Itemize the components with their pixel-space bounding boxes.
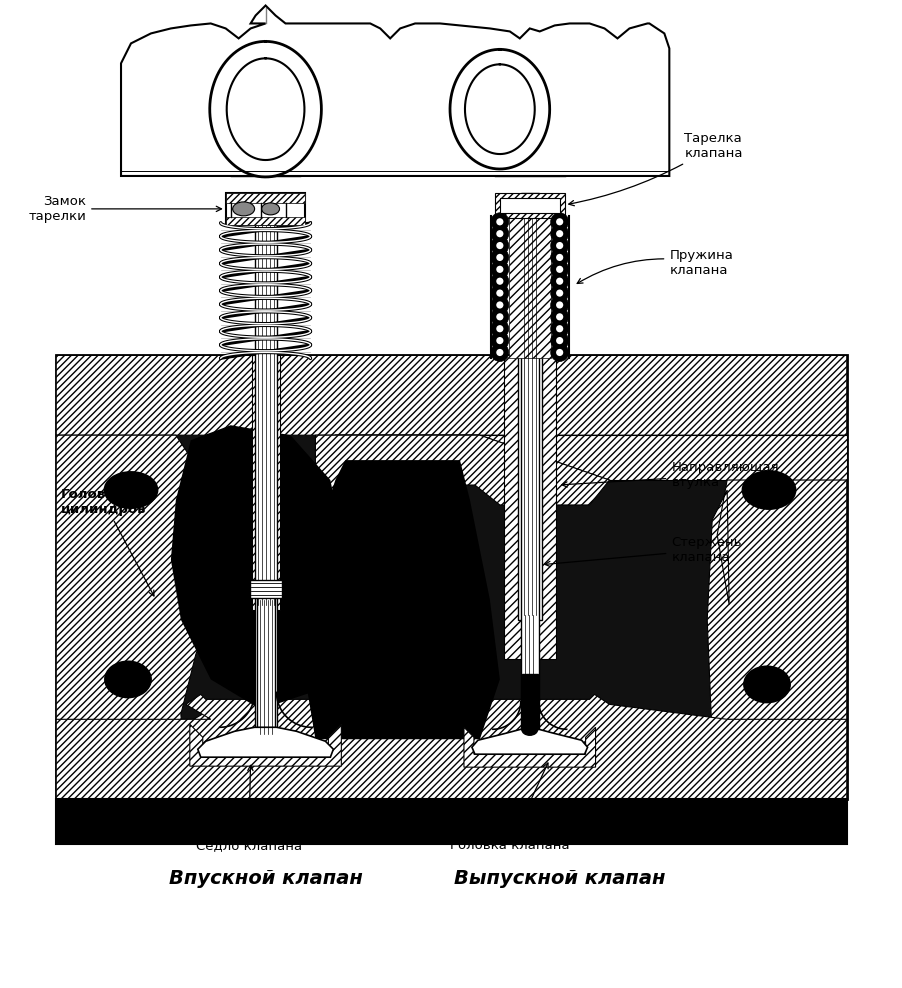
Bar <box>508 215 550 359</box>
Circle shape <box>491 261 508 279</box>
Bar <box>256 590 274 739</box>
Circle shape <box>491 296 508 314</box>
Circle shape <box>550 332 568 350</box>
Circle shape <box>556 230 563 237</box>
Circle shape <box>496 325 503 332</box>
Polygon shape <box>226 58 304 160</box>
Circle shape <box>550 261 568 279</box>
Circle shape <box>496 349 503 356</box>
Bar <box>254 194 276 737</box>
Circle shape <box>550 212 568 231</box>
Polygon shape <box>56 695 846 799</box>
Circle shape <box>550 296 568 314</box>
Circle shape <box>550 320 568 338</box>
Circle shape <box>496 289 503 296</box>
Ellipse shape <box>521 723 537 735</box>
Polygon shape <box>464 727 595 767</box>
Text: Головка клапана: Головка клапана <box>449 763 569 852</box>
Circle shape <box>556 289 563 296</box>
Circle shape <box>491 248 508 267</box>
Circle shape <box>491 344 508 362</box>
Polygon shape <box>300 460 500 739</box>
Polygon shape <box>189 724 341 766</box>
Text: Впускной клапан: Впускной клапан <box>169 868 362 888</box>
Ellipse shape <box>104 661 152 699</box>
Bar <box>226 193 305 203</box>
Circle shape <box>491 332 508 350</box>
Circle shape <box>556 301 563 308</box>
Circle shape <box>556 266 563 273</box>
Text: Пружина
клапана: Пружина клапана <box>576 249 732 284</box>
Bar <box>252 356 280 610</box>
Circle shape <box>556 337 563 344</box>
Polygon shape <box>198 727 333 757</box>
Bar <box>226 193 305 225</box>
Polygon shape <box>56 435 210 799</box>
Text: Стержень
клапана: Стержень клапана <box>544 535 741 566</box>
Ellipse shape <box>104 471 158 509</box>
Polygon shape <box>121 6 668 176</box>
Text: Головка
цилиндров: Головка цилиндров <box>61 488 153 596</box>
Polygon shape <box>449 49 549 169</box>
Polygon shape <box>170 425 350 709</box>
Ellipse shape <box>233 202 254 215</box>
Bar <box>521 675 537 729</box>
Circle shape <box>491 308 508 326</box>
Polygon shape <box>472 729 587 754</box>
Circle shape <box>556 349 563 356</box>
Circle shape <box>550 344 568 362</box>
Circle shape <box>556 313 563 320</box>
Circle shape <box>491 285 508 302</box>
Circle shape <box>496 301 503 308</box>
Text: Замок
тарелки: Замок тарелки <box>28 195 221 223</box>
Circle shape <box>550 224 568 243</box>
Circle shape <box>556 325 563 332</box>
Polygon shape <box>706 480 846 799</box>
Circle shape <box>491 320 508 338</box>
Circle shape <box>496 230 503 237</box>
Circle shape <box>491 212 508 231</box>
Circle shape <box>496 218 503 225</box>
Circle shape <box>550 308 568 326</box>
Ellipse shape <box>742 666 790 703</box>
Bar <box>500 198 559 212</box>
Ellipse shape <box>262 203 280 214</box>
Text: Направляющая
втулка: Направляющая втулка <box>561 461 778 489</box>
Circle shape <box>496 337 503 344</box>
Circle shape <box>550 236 568 255</box>
Circle shape <box>496 254 503 261</box>
Circle shape <box>496 242 503 249</box>
Circle shape <box>491 236 508 255</box>
Bar <box>517 356 541 619</box>
Circle shape <box>550 248 568 267</box>
Circle shape <box>550 273 568 290</box>
Circle shape <box>496 266 503 273</box>
Bar <box>226 216 305 225</box>
Circle shape <box>496 313 503 320</box>
Bar <box>494 193 564 217</box>
Circle shape <box>491 224 508 243</box>
Circle shape <box>556 242 563 249</box>
Circle shape <box>556 254 563 261</box>
Circle shape <box>491 273 508 290</box>
Polygon shape <box>56 356 846 451</box>
Bar <box>503 356 555 659</box>
Polygon shape <box>209 41 321 177</box>
Text: Седло клапана: Седло клапана <box>196 766 301 852</box>
Bar <box>56 799 846 844</box>
Bar <box>520 193 538 739</box>
Circle shape <box>556 218 563 225</box>
Bar <box>56 356 846 799</box>
Polygon shape <box>315 435 609 505</box>
Polygon shape <box>479 435 846 480</box>
Circle shape <box>496 278 503 285</box>
Text: Тарелка
клапана: Тарелка клапана <box>568 132 742 206</box>
Circle shape <box>550 285 568 302</box>
Bar <box>521 610 537 739</box>
Text: Выпускной клапан: Выпускной клапан <box>454 868 665 888</box>
Circle shape <box>556 278 563 285</box>
Bar <box>249 580 281 598</box>
Ellipse shape <box>741 470 796 510</box>
Polygon shape <box>465 64 534 154</box>
